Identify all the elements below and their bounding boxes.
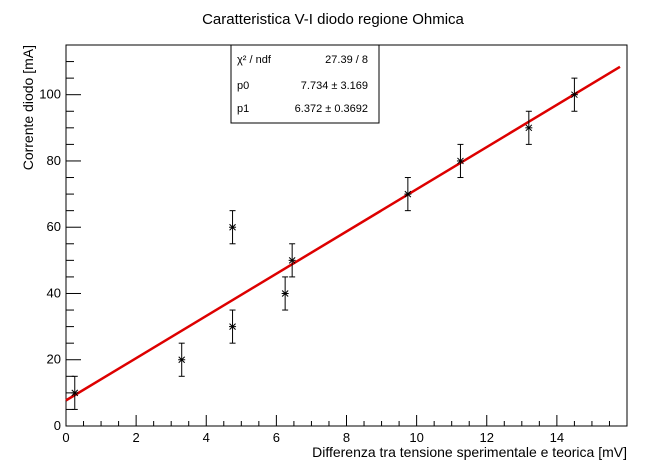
x-tick-label: 14 — [550, 430, 564, 445]
x-tick-label: 10 — [409, 430, 423, 445]
stat-label-chi2: χ² / ndf — [237, 54, 272, 66]
stat-value-p0: 7.734 ± 3.169 — [301, 80, 368, 92]
fit-line — [65, 65, 621, 402]
stat-value-p1: 6.372 ± 0.3692 — [295, 103, 368, 115]
chart-title: Caratteristica V-I diodo regione Ohmica — [202, 11, 464, 28]
y-tick-label: 20 — [47, 352, 61, 367]
stat-label-p1: p1 — [237, 103, 249, 115]
point-marker — [229, 323, 236, 330]
data-point — [525, 110, 533, 145]
y-tick-label: 100 — [39, 87, 61, 102]
data-point — [71, 375, 79, 410]
point-marker — [281, 290, 289, 297]
fit-layer — [65, 65, 621, 402]
stat-value-chi2: 27.39 / 8 — [325, 54, 368, 66]
y-tick-label: 80 — [47, 153, 61, 168]
x-tick-label: 0 — [62, 430, 69, 445]
data-point — [229, 309, 237, 344]
point-marker — [457, 157, 464, 165]
point-marker — [178, 356, 186, 364]
point-marker — [571, 91, 578, 99]
x-tick-label: 2 — [133, 430, 140, 445]
y-axis-label: Corrente diodo [mA] — [20, 45, 36, 170]
point-marker — [288, 256, 296, 264]
data-point — [288, 243, 296, 278]
data-point — [570, 77, 578, 112]
y-tick-label: 60 — [47, 219, 61, 234]
y-tick-label: 40 — [47, 285, 61, 300]
x-axis-label: Differenza tra tensione sperimentale e t… — [312, 444, 627, 460]
x-tick-label: 4 — [203, 430, 210, 445]
x-tick-label: 6 — [273, 430, 280, 445]
point-marker — [71, 389, 79, 397]
fit-stats-box: χ² / ndf 27.39 / 8 p0 7.734 ± 3.169 p1 6… — [230, 44, 380, 124]
y-tick-label: 0 — [54, 418, 61, 433]
x-tick-label: 8 — [343, 430, 350, 445]
x-tick-label: 12 — [480, 430, 494, 445]
axes: 0 2 4 6 8 10 12 14 0 20 40 60 80 100 — [39, 44, 628, 445]
data-point — [281, 276, 289, 311]
stat-label-p0: p0 — [237, 80, 249, 92]
point-marker — [404, 190, 412, 198]
points-layer — [71, 77, 578, 410]
point-marker — [525, 124, 533, 132]
data-point — [178, 342, 186, 377]
data-point — [456, 143, 464, 179]
data-point — [229, 210, 237, 245]
data-point — [404, 177, 412, 212]
point-marker — [229, 223, 236, 231]
